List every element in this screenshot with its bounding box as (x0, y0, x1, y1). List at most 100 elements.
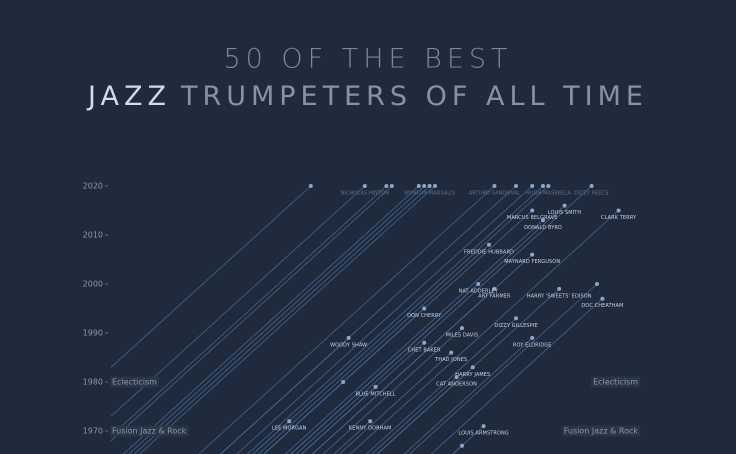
end-dot (287, 419, 292, 424)
end-dot (308, 184, 313, 188)
end-dot (476, 282, 481, 286)
trumpeter-label: BLUE MITCHELL (355, 391, 395, 397)
life-line (376, 367, 474, 454)
life-line (403, 337, 533, 454)
trumpeter-label: DONALD BYRD (524, 225, 562, 231)
end-dot (449, 350, 454, 355)
trumpeter-label: WYNTON MARSALIS (404, 191, 455, 197)
y-tick-label: 1990 (83, 329, 103, 338)
end-dot (514, 184, 518, 188)
life-line (252, 185, 549, 454)
trumpeter-label: ARTURO SANDOVAL (469, 191, 520, 197)
end-dot (422, 306, 427, 311)
trumpeter-label: HUGH MASEKELA (526, 191, 571, 197)
y-tick-label: 2020 (83, 182, 103, 191)
end-dot (530, 208, 535, 213)
life-line (409, 283, 598, 454)
end-dot (492, 184, 497, 188)
era-label: Fusion Jazz & Rock (112, 427, 187, 436)
life-line (133, 185, 430, 454)
trumpeter-label: ART FARMER (478, 293, 511, 299)
end-dot (433, 184, 437, 188)
life-line (301, 386, 376, 454)
life-line (252, 420, 290, 454)
life-line (338, 352, 452, 454)
life-line (236, 185, 533, 454)
y-tick-label: 2000 (83, 280, 103, 289)
trumpeter-label: LOUIS SMITH (548, 210, 581, 216)
end-dot (460, 443, 464, 448)
trumpeter-label: DON CHERRY (407, 313, 442, 319)
end-dot (514, 316, 518, 321)
trumpeter-label: CLARK TERRY (601, 215, 637, 221)
end-dot (616, 208, 621, 213)
end-dot (341, 380, 346, 384)
life-line (257, 244, 490, 454)
end-dot (541, 218, 545, 223)
life-line (284, 220, 544, 454)
era-background (110, 376, 160, 388)
trumpeter-label: MILES DAVIS (446, 333, 479, 339)
chart-subtitle: JAZZ TRUMPETERS OF ALL TIME (86, 81, 648, 112)
end-dot (546, 184, 551, 188)
trumpeter-label: MAYNARD FERGUSON (504, 259, 560, 265)
trumpeter-label: DOC CHEATHAM (581, 303, 623, 309)
end-dot (389, 184, 394, 188)
end-dot (362, 184, 367, 188)
life-line (365, 318, 517, 454)
end-dot (427, 184, 432, 188)
end-dot (454, 375, 459, 380)
life-line (430, 298, 603, 454)
life-line (311, 288, 495, 454)
end-dot (492, 286, 497, 291)
trumpeter-label: CAT ANDERSON (436, 382, 477, 388)
end-dot (557, 286, 562, 291)
life-line (220, 337, 349, 454)
life-line (110, 185, 393, 442)
life-line (128, 185, 425, 454)
life-line (295, 185, 592, 454)
trumpeter-label: CHET BAKER (408, 347, 441, 353)
end-dot (481, 424, 486, 429)
end-dot (487, 242, 491, 247)
life-line (247, 185, 544, 454)
end-dot (422, 340, 427, 345)
trumpeter-label: KENNY DORHAM (349, 426, 392, 432)
trumpeter-label: MARCUS BELGRAVE (507, 215, 558, 221)
trumpeter-label: ROY ELDRIDGE (513, 342, 552, 348)
life-line (122, 185, 420, 454)
life-line (220, 185, 517, 454)
trumpeter-label: LEE MORGAN (272, 426, 307, 432)
end-dot (541, 184, 545, 188)
era-background (561, 425, 641, 437)
era-background (591, 376, 641, 388)
title-highlight: JAZZ (86, 81, 171, 112)
trumpeter-label: DIZZY GILLESPIE (494, 323, 537, 329)
life-line (376, 288, 560, 454)
life-line (349, 210, 619, 454)
end-dot (416, 184, 421, 188)
life-line (290, 283, 479, 454)
end-dot (368, 419, 373, 424)
trumpeter-label: THAD JONES (434, 357, 467, 363)
end-dot (600, 296, 605, 301)
plot (110, 184, 621, 454)
end-dot (373, 384, 378, 389)
end-dot (530, 335, 535, 340)
trumpeter-label: NAT ADDERLEY (459, 289, 499, 295)
end-dot (530, 184, 535, 188)
end-dot (595, 282, 599, 286)
trumpeter-label: HARRY JAMES (455, 372, 490, 378)
end-dot (460, 326, 464, 331)
subtitle-text: TRUMPETERS OF ALL TIME (180, 81, 648, 112)
life-line (110, 185, 387, 437)
trumpeter-label: HARRY 'SWEETS' EDISON (527, 293, 592, 299)
life-line (139, 185, 436, 454)
trumpeter-label: LOUIS ARMSTRONG (458, 431, 508, 437)
y-tick-label: 1970 (83, 427, 103, 436)
end-dot (530, 252, 535, 257)
era-label: Fusion Jazz & Rock (564, 427, 639, 436)
life-line (198, 185, 495, 454)
